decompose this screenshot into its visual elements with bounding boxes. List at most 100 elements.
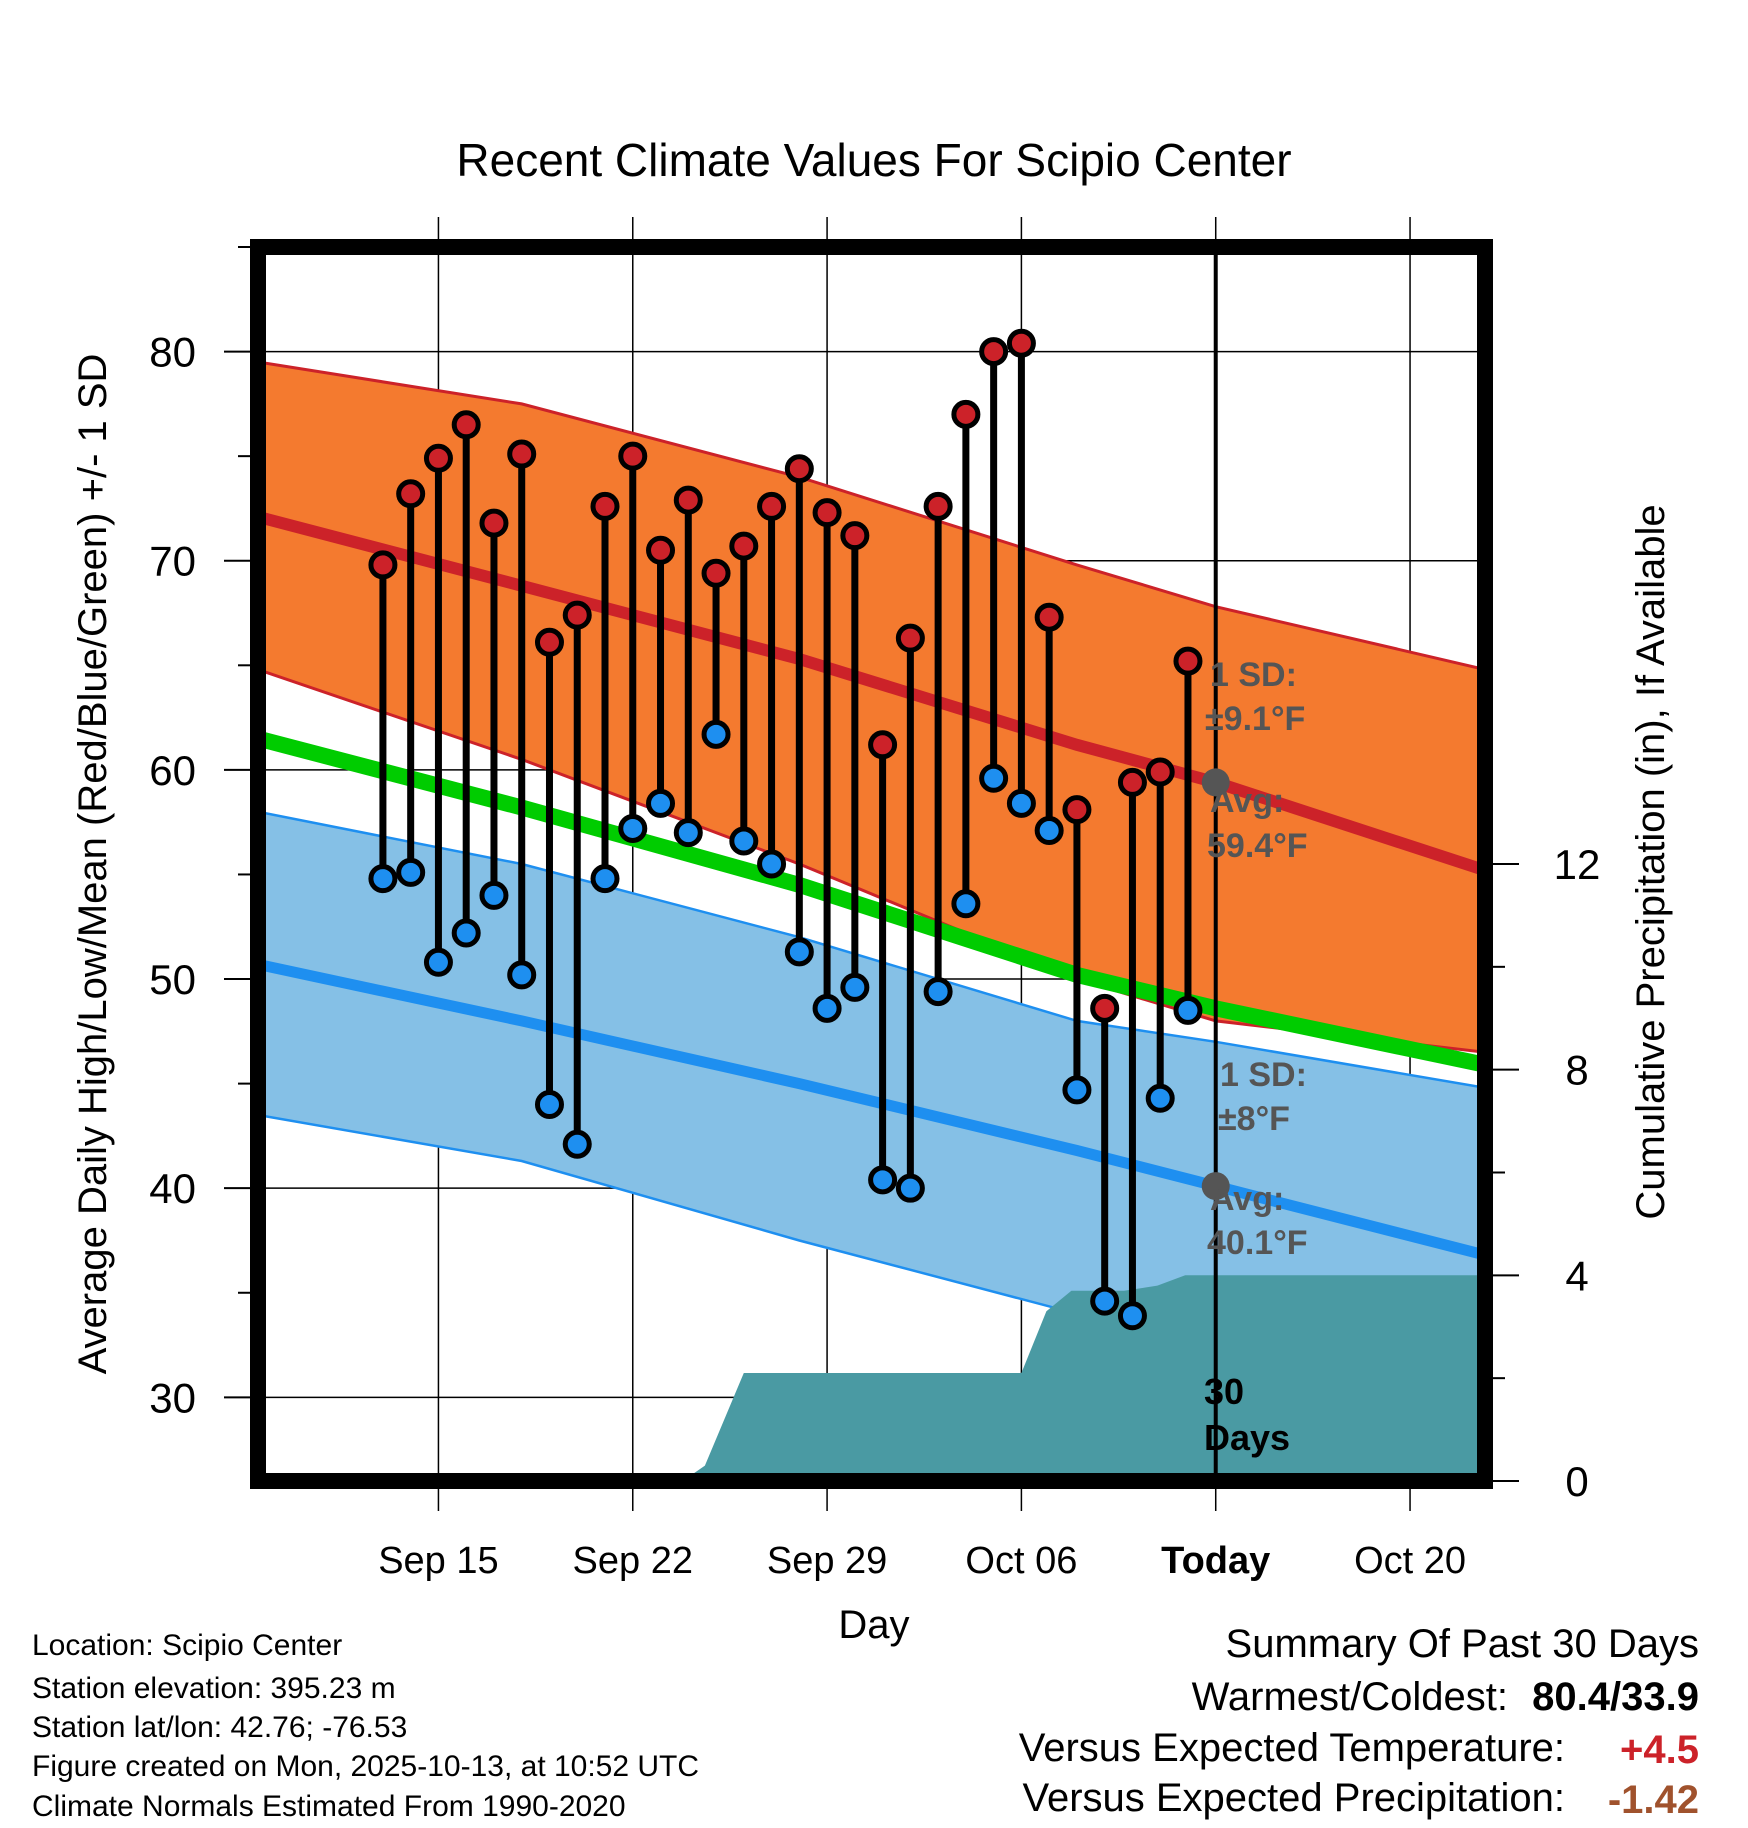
low-sd-value: ±8°F bbox=[1218, 1100, 1290, 1138]
y-tick-label-30: 30 bbox=[149, 1374, 196, 1421]
chart-title: Recent Climate Values For Scipio Center bbox=[456, 134, 1291, 186]
obs-low-point-18 bbox=[868, 1165, 898, 1195]
obs-low-point-3 bbox=[451, 918, 481, 948]
obs-high-point-21 bbox=[951, 399, 981, 429]
x-axis-label: Day bbox=[838, 1603, 909, 1647]
summary-warm-cold-value: 80.4/33.9 bbox=[1532, 1675, 1699, 1719]
obs-low-point-16 bbox=[812, 993, 842, 1023]
obs-high-point-19 bbox=[895, 623, 925, 653]
obs-high-point-9 bbox=[618, 441, 648, 471]
obs-low-point-13 bbox=[729, 826, 759, 856]
x-tick-label-oct-20: Oct 20 bbox=[1354, 1540, 1466, 1582]
obs-high-point-13 bbox=[729, 531, 759, 561]
obs-low-point-6 bbox=[534, 1090, 564, 1120]
obs-high-point-18 bbox=[868, 730, 898, 760]
high-avg-label: Avg: bbox=[1210, 782, 1284, 820]
obs-low-point-12 bbox=[701, 719, 731, 749]
y2-axis-label: Cumulative Precipitation (in), If Availa… bbox=[1629, 504, 1673, 1219]
obs-low-point-25 bbox=[1062, 1075, 1092, 1105]
obs-low-point-24 bbox=[1034, 816, 1064, 846]
x-tick-label-oct-06: Oct 06 bbox=[965, 1540, 1077, 1582]
summary-temp-label: Versus Expected Temperature: bbox=[1018, 1726, 1565, 1770]
obs-low-point-26 bbox=[1090, 1286, 1120, 1316]
obs-high-point-23 bbox=[1006, 328, 1036, 358]
y-tick-label-80: 80 bbox=[149, 329, 196, 376]
y-tick-label-70: 70 bbox=[149, 538, 196, 585]
obs-high-point-22 bbox=[979, 337, 1009, 367]
y2-tick-label-4: 4 bbox=[1565, 1252, 1588, 1299]
info-normals: Climate Normals Estimated From 1990-2020 bbox=[32, 1790, 626, 1823]
summary-warm-cold-label: Warmest/Coldest: bbox=[1191, 1675, 1508, 1719]
obs-low-point-10 bbox=[646, 788, 676, 818]
obs-high-point-17 bbox=[840, 521, 870, 551]
obs-low-point-11 bbox=[673, 818, 703, 848]
low-avg-marker bbox=[1201, 1172, 1230, 1201]
obs-high-point-14 bbox=[757, 491, 787, 521]
low-avg-value: 40.1°F bbox=[1207, 1224, 1308, 1262]
x-tick-label-today: Today bbox=[1161, 1540, 1270, 1582]
plot-frame bbox=[250, 239, 1493, 1489]
obs-high-point-2 bbox=[423, 443, 453, 473]
obs-high-point-10 bbox=[646, 535, 676, 565]
high-sd-value: ±9.1°F bbox=[1205, 700, 1305, 738]
obs-low-point-15 bbox=[784, 937, 814, 967]
precipitation-area bbox=[258, 1275, 1485, 1481]
obs-low-point-7 bbox=[562, 1129, 592, 1159]
obs-high-point-20 bbox=[923, 491, 953, 521]
obs-high-point-8 bbox=[590, 491, 620, 521]
obs-low-point-27 bbox=[1117, 1301, 1147, 1331]
x-tick-label-sep-22: Sep 22 bbox=[573, 1540, 693, 1582]
obs-low-point-23 bbox=[1006, 788, 1036, 818]
obs-low-point-21 bbox=[951, 889, 981, 919]
obs-low-point-14 bbox=[757, 849, 787, 879]
period-number: 30 bbox=[1204, 1371, 1244, 1412]
summary-title: Summary Of Past 30 Days bbox=[1225, 1622, 1699, 1666]
obs-high-point-6 bbox=[534, 627, 564, 657]
obs-high-point-0 bbox=[368, 550, 398, 580]
low-sd-label: 1 SD: bbox=[1220, 1056, 1307, 1094]
obs-high-point-12 bbox=[701, 558, 731, 588]
obs-high-point-11 bbox=[673, 485, 703, 515]
obs-high-point-4 bbox=[479, 508, 509, 538]
obs-high-point-15 bbox=[784, 454, 814, 484]
obs-low-point-22 bbox=[979, 763, 1009, 793]
y2-tick-label-8: 8 bbox=[1565, 1047, 1588, 1094]
obs-low-point-9 bbox=[618, 813, 648, 843]
high-avg-value: 59.4°F bbox=[1207, 827, 1308, 865]
x-tick-label-sep-15: Sep 15 bbox=[378, 1540, 498, 1582]
obs-low-point-4 bbox=[479, 880, 509, 910]
info-created: Figure created on Mon, 2025-10-13, at 10… bbox=[32, 1750, 700, 1783]
y-tick-label-40: 40 bbox=[149, 1165, 196, 1212]
period-unit: Days bbox=[1204, 1417, 1290, 1458]
obs-high-point-28 bbox=[1145, 757, 1175, 787]
obs-low-point-19 bbox=[895, 1173, 925, 1203]
y-tick-label-50: 50 bbox=[149, 956, 196, 1003]
obs-high-point-3 bbox=[451, 410, 481, 440]
obs-low-point-2 bbox=[423, 947, 453, 977]
y-axis-label: Average Daily High/Low/Mean (Red/Blue/Gr… bbox=[71, 354, 115, 1375]
obs-high-point-7 bbox=[562, 600, 592, 630]
axes: 30 40 50 60 70 80 0 4 8 12 Sep 15 Sep 22 Sep 29 Oct 0… bbox=[149, 246, 1600, 1582]
low-avg-label: Avg: bbox=[1210, 1180, 1284, 1218]
info-elevation: Station elevation: 395.23 m bbox=[32, 1672, 396, 1705]
summary-precip-label: Versus Expected Precipitation: bbox=[1022, 1776, 1565, 1820]
obs-low-point-17 bbox=[840, 972, 870, 1002]
obs-high-point-25 bbox=[1062, 795, 1092, 825]
obs-low-point-1 bbox=[396, 857, 426, 887]
obs-high-point-16 bbox=[812, 498, 842, 528]
low-normal-line bbox=[258, 959, 1485, 1261]
obs-low-point-20 bbox=[923, 977, 953, 1007]
obs-low-point-0 bbox=[368, 864, 398, 894]
info-location: Location: Scipio Center bbox=[32, 1629, 343, 1662]
obs-high-point-24 bbox=[1034, 602, 1064, 632]
obs-high-point-1 bbox=[396, 479, 426, 509]
daily-observations bbox=[368, 328, 1203, 1331]
summary-temp-value: +4.5 bbox=[1620, 1728, 1699, 1772]
obs-low-point-29 bbox=[1173, 995, 1203, 1025]
info-latlon: Station lat/lon: 42.76; -76.53 bbox=[32, 1711, 408, 1744]
obs-high-point-29 bbox=[1173, 646, 1203, 676]
high-avg-marker bbox=[1201, 768, 1230, 797]
obs-low-point-28 bbox=[1145, 1083, 1175, 1113]
obs-low-point-5 bbox=[507, 960, 537, 990]
